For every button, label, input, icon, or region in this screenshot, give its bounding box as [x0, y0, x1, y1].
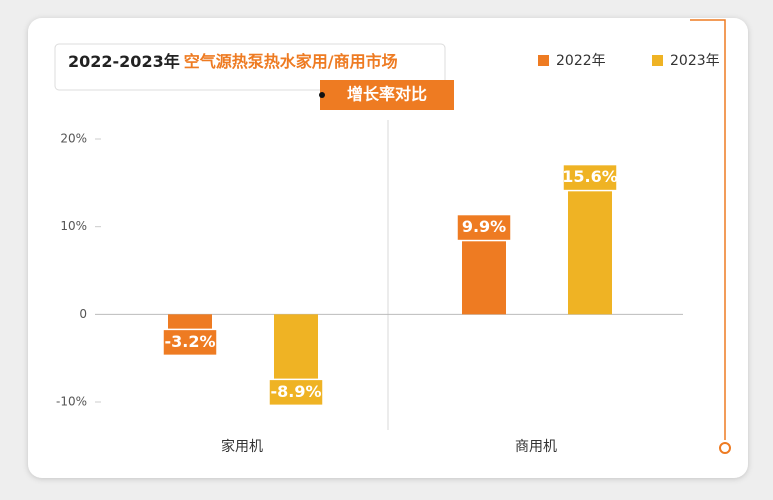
subtitle-dot [319, 92, 325, 98]
value-label: 9.9% [462, 217, 506, 236]
value-label-box [268, 378, 324, 407]
x-tick-label: 家用机 [221, 438, 263, 455]
legend-label: 2022年 [556, 53, 606, 69]
y-tick-label: -10% [56, 395, 87, 409]
value-label-box [456, 213, 512, 242]
value-label: -8.9% [270, 382, 321, 401]
title-topic: 空气源热泵热水家用/商用市场 [184, 52, 398, 71]
x-tick-label: 商用机 [515, 439, 557, 455]
decor-circle [719, 442, 731, 454]
title-box [54, 43, 446, 91]
subtitle-box [320, 80, 454, 110]
y-tick-label: 0 [79, 307, 87, 321]
value-label-box [162, 328, 218, 357]
legend-swatch [538, 55, 549, 66]
y-tick-label: 10% [60, 219, 87, 233]
legend-swatch [652, 55, 663, 66]
title-year: 2022-2023年 [68, 52, 180, 71]
legend-label: 2023年 [670, 53, 720, 69]
value-label: -3.2% [164, 332, 215, 351]
value-label-box [562, 163, 618, 192]
y-tick-label: 20% [60, 132, 87, 146]
subtitle: 增长率对比 [347, 85, 427, 104]
chart-title: 2022-2023年 空气源热泵热水家用/商用市场 [68, 52, 398, 71]
bar [568, 177, 612, 315]
decor-line [690, 19, 726, 440]
bar [462, 227, 506, 315]
value-label: 15.6% [562, 167, 618, 186]
